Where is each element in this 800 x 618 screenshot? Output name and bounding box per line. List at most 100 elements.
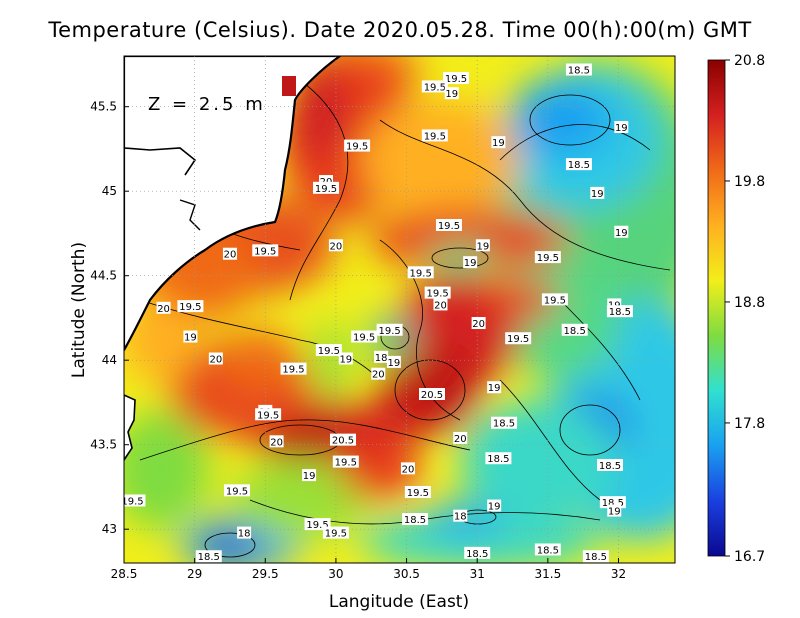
contour-label: 18.5 bbox=[565, 158, 592, 171]
contour-label-text: 20.5 bbox=[421, 390, 443, 401]
lake-outline bbox=[179, 199, 201, 231]
contour-label-text: 19 bbox=[476, 241, 489, 252]
contour-label-text: 19.5 bbox=[318, 346, 340, 357]
contour-label-text: 18.5 bbox=[585, 552, 607, 563]
contour-label: 18 bbox=[374, 350, 389, 364]
contour-label-text: 19.5 bbox=[544, 295, 566, 306]
contour-label: 18.5 bbox=[485, 452, 512, 465]
contour-label-text: 19.5 bbox=[257, 410, 279, 421]
contour-label: 19.5 bbox=[421, 129, 448, 142]
contour-label-text: 20 bbox=[157, 304, 170, 315]
contour-label: 20 bbox=[453, 431, 468, 445]
land-mass bbox=[124, 56, 342, 462]
contour-label-text: 19.5 bbox=[407, 488, 429, 499]
contour-label-text: 19 bbox=[615, 228, 628, 239]
contour-label: 19.5 bbox=[280, 362, 307, 376]
contour-label-text: 18.5 bbox=[487, 454, 509, 465]
contour-label: 19 bbox=[590, 186, 605, 200]
contour-label: 19.5 bbox=[404, 486, 431, 499]
contour-label-text: 19.5 bbox=[438, 221, 460, 232]
contour-label: 18.5 bbox=[195, 550, 222, 563]
contour-label-text: 19.5 bbox=[346, 142, 368, 153]
contour-label: 20 bbox=[371, 367, 386, 381]
contour-label: 19.5 bbox=[344, 139, 371, 153]
contour-label-text: 18.5 bbox=[493, 419, 515, 430]
temperature-field bbox=[124, 56, 675, 563]
contour-label-text: 18.5 bbox=[568, 66, 590, 77]
contour-label: 18.5 bbox=[464, 546, 491, 560]
contour-label-text: 18 bbox=[454, 512, 467, 523]
contour-label: 19.5 bbox=[435, 219, 462, 232]
y-tick-label: 43 bbox=[102, 522, 117, 536]
depth-label: Z = 2.5 m bbox=[148, 94, 266, 115]
contour-label-text: 19.5 bbox=[325, 529, 347, 540]
coastal-cell bbox=[282, 76, 296, 96]
contour-label-text: 18.5 bbox=[198, 552, 220, 563]
contour-label: 18.5 bbox=[597, 458, 624, 472]
contour-label-text: 19 bbox=[339, 355, 352, 366]
contour-label-text: 20 bbox=[454, 434, 467, 445]
contour-label-text: 18.5 bbox=[466, 549, 488, 560]
colorbar bbox=[707, 59, 726, 557]
contour-label: 19 bbox=[614, 120, 629, 134]
contour-label-text: 20 bbox=[472, 319, 485, 330]
contour-label-text: 19.5 bbox=[424, 131, 446, 142]
x-tick-label: 31 bbox=[470, 567, 485, 581]
contour-label: 19.5 bbox=[424, 286, 451, 300]
contour-label: 19.5 bbox=[351, 330, 378, 344]
contour-label: 19 bbox=[475, 239, 490, 252]
contour-label: 19.5 bbox=[407, 266, 434, 279]
contour-label: 19 bbox=[183, 330, 198, 344]
contour-label-text: 19 bbox=[492, 138, 505, 149]
contour-label-text: 19.5 bbox=[254, 246, 276, 257]
contour-label-text: 19.5 bbox=[507, 334, 529, 345]
contour-label: 18.5 bbox=[582, 550, 609, 563]
contour-label: 19.5 bbox=[534, 251, 561, 264]
contour-label: 18 bbox=[453, 509, 468, 523]
coastline bbox=[124, 56, 342, 353]
contour-label-text: 19.5 bbox=[537, 253, 559, 264]
contour-label-text: 19 bbox=[591, 189, 604, 200]
contour-label-text: 19.5 bbox=[353, 333, 375, 344]
contour-label: 20 bbox=[269, 435, 284, 448]
plot-area: 19.518.519.51919.519.5191918.52019.51919… bbox=[124, 56, 675, 563]
contour-label-text: 20 bbox=[224, 250, 237, 261]
x-axis-ticks: 28.5 29 29.5 30 30.5 31 31.5 32 bbox=[111, 558, 626, 581]
contour-label-text: 20 bbox=[209, 355, 222, 366]
contour-label-text: 19 bbox=[387, 358, 400, 369]
contour-label-text: 19.5 bbox=[335, 458, 357, 469]
map-title: Temperature (Celsius). Date 2020.05.28. … bbox=[48, 18, 752, 42]
x-tick-label: 30.5 bbox=[393, 567, 420, 581]
colorbar-label: 19.8 bbox=[734, 174, 765, 190]
contour-label: 19.5 bbox=[376, 323, 403, 337]
contour-label-layer: 19.518.519.51919.519.5191918.52019.51919… bbox=[124, 63, 633, 563]
x-tick-label: 30 bbox=[328, 567, 343, 581]
contour-label: 19 bbox=[444, 87, 459, 100]
x-tick-label: 29.5 bbox=[252, 567, 279, 581]
border-line bbox=[124, 147, 197, 176]
contour-label-text: 19.5 bbox=[282, 365, 304, 376]
colorbar-label: 16.7 bbox=[734, 549, 765, 565]
contour-label-text: 19.5 bbox=[179, 302, 201, 313]
contour-label-text: 19 bbox=[488, 383, 501, 394]
x-tick-label: 29 bbox=[187, 567, 202, 581]
y-tick-label: 44.5 bbox=[90, 269, 117, 283]
contour-label: 19.5 bbox=[313, 181, 340, 195]
y-axis-label: Latitude (North) bbox=[69, 242, 89, 378]
contour-label-text: 19.5 bbox=[306, 520, 328, 531]
contour-label-text: 19.5 bbox=[427, 289, 449, 300]
contour-label: 20 bbox=[156, 301, 171, 315]
contour-label: 19.5 bbox=[541, 293, 568, 306]
y-tick-label: 44 bbox=[102, 353, 117, 367]
y-tick-label: 43.5 bbox=[90, 438, 117, 452]
contour-label: 19 bbox=[463, 256, 478, 269]
contour-label-text: 20 bbox=[372, 370, 385, 381]
contour-label: 19.5 bbox=[177, 300, 204, 313]
contour-label-text: 19.5 bbox=[226, 486, 248, 497]
contour-label-text: 19 bbox=[184, 333, 197, 344]
contour-label: 18.5 bbox=[561, 323, 588, 337]
contour-label: 19 bbox=[386, 355, 401, 369]
contour-label: 19 bbox=[491, 136, 506, 149]
colorbar-label: 17.8 bbox=[734, 416, 765, 432]
